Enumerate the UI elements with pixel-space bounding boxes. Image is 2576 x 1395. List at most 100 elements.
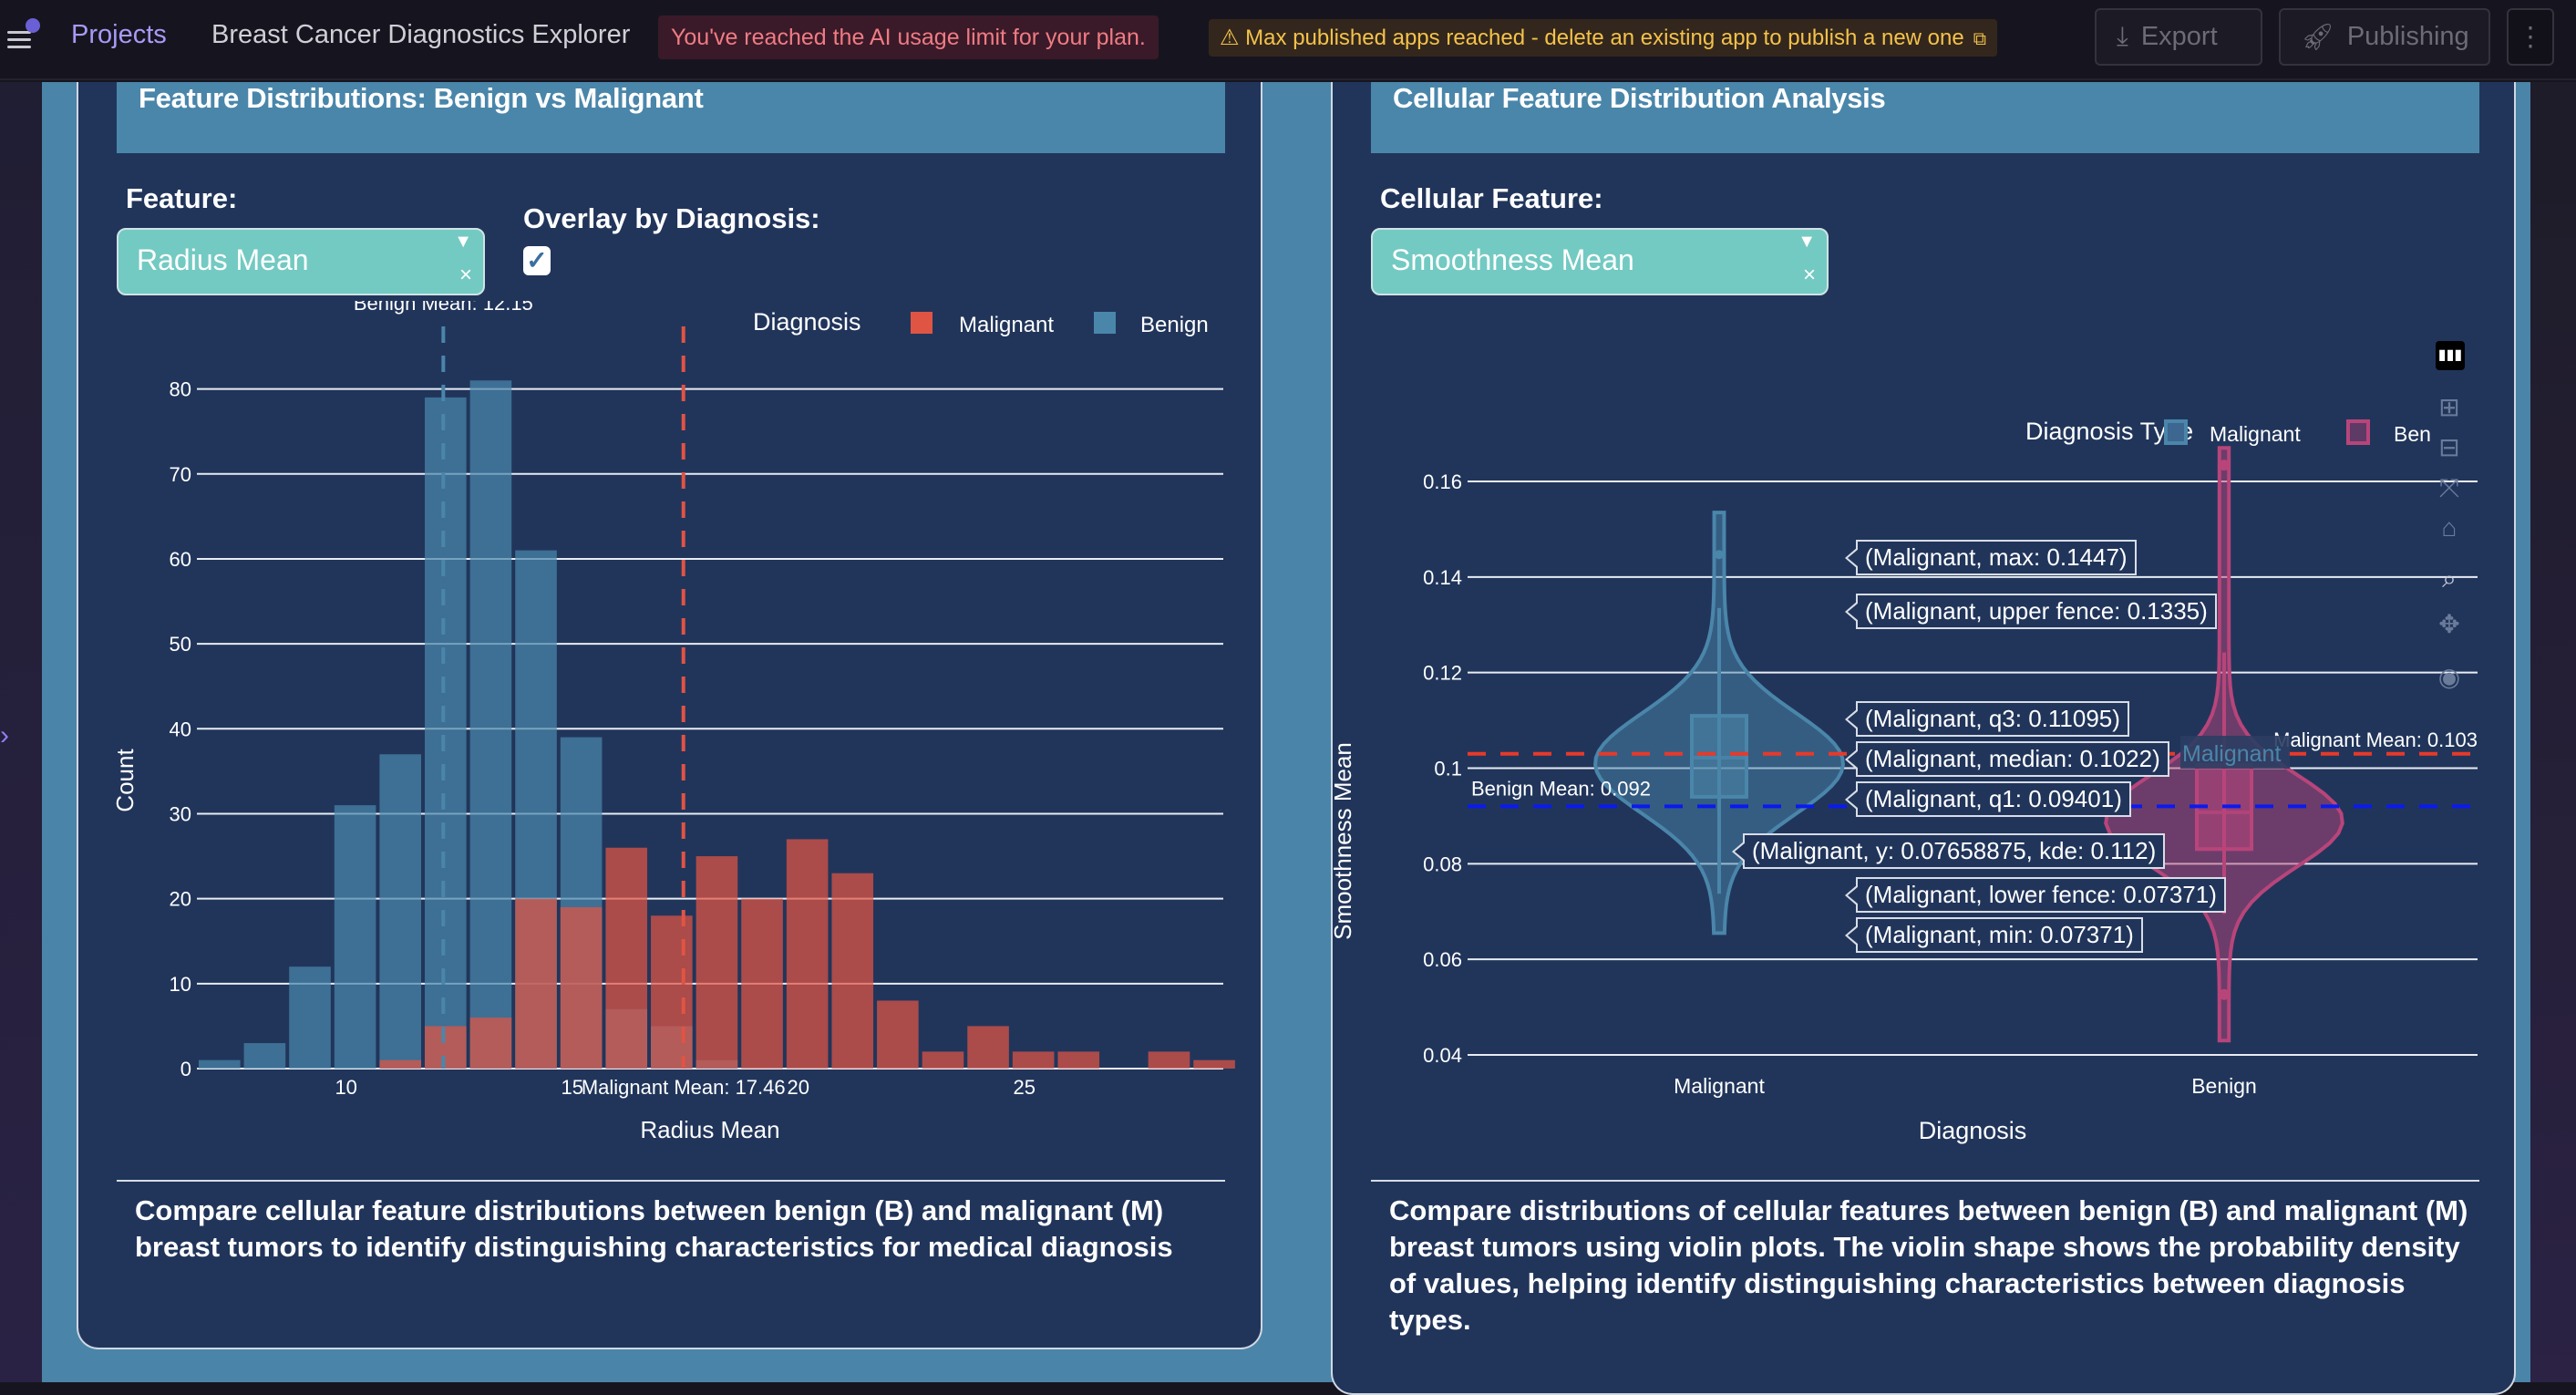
pan-icon[interactable]: ✥ [2438,610,2460,638]
ai-limit-notice: You've reached the AI usage limit for yo… [658,16,1159,59]
y-tick-label: 10 [170,973,191,996]
rocket-icon: 🚀︎ [2301,22,2334,52]
chart-description: Compare distributions of cellular featur… [1389,1194,2468,1336]
zoom-in-icon[interactable]: ⊞ [2438,393,2460,421]
histogram-bar-malignant [469,1018,512,1069]
download-icon: ⤓ [2117,22,2128,51]
legend-bg [716,301,1223,343]
y-tick-label: 0.04 [1423,1044,1462,1067]
legend-label-benign: Ben [2394,422,2431,446]
overlay-label: Overlay by Diagnosis: [523,202,820,234]
legend-label-benign: Benign [1140,313,1209,337]
cellular-feature-dropdown[interactable]: Smoothness Mean ▼ × [1371,228,1829,295]
more-icon: ⋮ [2517,23,2544,52]
legend-swatch-malignant [911,312,933,334]
histogram-bar-benign [199,1059,241,1069]
y-tick-label: 80 [170,378,191,401]
histogram-card: Feature Distributions: Benign vs Maligna… [77,82,1262,1349]
y-tick-label: 50 [170,633,191,656]
right-gutter [2530,82,2576,1382]
x-axis-title: Radius Mean [640,1116,779,1143]
plotly-logo-icon[interactable]: ▮▮▮ [2436,341,2465,370]
histogram-bar-malignant [1193,1059,1235,1069]
clear-icon[interactable]: × [1802,263,1816,287]
autoscale-icon[interactable]: ⤧ [2438,473,2460,501]
histogram-bar-malignant [1012,1051,1055,1069]
histogram-bar-malignant [560,906,603,1069]
dropdown-arrow-icon[interactable]: ▼ [454,232,472,252]
histogram-bar-benign [379,754,422,1069]
legend-swatch-benign [1094,312,1116,334]
y-tick-label: 70 [170,463,191,486]
histogram-bar-malignant [651,915,693,1069]
y-axis-title: Smoothness Mean [1333,742,1356,940]
expand-sidebar-icon[interactable]: › [0,720,9,750]
cellular-feature-label: Cellular Feature: [1380,182,1603,214]
histogram-bar-malignant [741,898,783,1069]
overlay-checkbox[interactable]: ✓ [523,246,551,275]
zoom-box-icon[interactable]: ⌕ [2442,564,2457,593]
legend: Diagnosis Malignant Benign [716,301,1223,343]
legend-swatch-benign [2346,419,2370,445]
y-tick-label: 60 [170,548,191,571]
export-label: Export [2140,22,2218,51]
export-button[interactable]: ⤓ Export [2095,8,2262,66]
y-axis-title: Count [111,749,139,812]
y-tick-label: 0.06 [1423,948,1462,971]
divider [117,1180,1225,1182]
publishing-button[interactable]: 🚀︎ Publishing [2279,8,2490,66]
notification-dot [26,18,40,33]
legend-label-malignant: Malignant [2210,422,2301,446]
hover-tooltip: (Malignant, median: 0.1022) [1845,741,2169,777]
more-options-button[interactable]: ⋮ [2507,8,2554,66]
histogram-bar-malignant [1057,1051,1100,1069]
hover-tooltip: (Malignant, y: 0.07658875, kde: 0.112) [1731,833,2166,869]
legend-title: Diagnosis [753,308,861,336]
y-tick-label: 0.08 [1423,852,1462,875]
malignant-mean-label: Malignant Mean: 0.103 [2273,728,2478,751]
checkmark-icon: ✓ [526,246,548,274]
histogram-bar-malignant [922,1051,964,1069]
publish-warning[interactable]: ⚠ Max published apps reached - delete an… [1209,19,1997,57]
malignant-mean-label: Malignant Mean: 17.46 [582,1076,786,1099]
clear-icon[interactable]: × [459,263,472,287]
histogram-bar-benign [334,805,376,1069]
top-bar: Projects Breast Cancer Diagnostics Explo… [0,0,2576,80]
histogram-bar-malignant [696,856,738,1069]
dropdown-arrow-icon[interactable]: ▼ [1798,232,1816,252]
publish-warning-text: ⚠ Max published apps reached - delete an… [1220,26,1964,50]
histogram-chart: 0 10 20 30 40 50 60 70 80 10 15 20 25 Benign Mean: 12… [111,301,1235,1143]
publishing-label: Publishing [2346,22,2469,51]
hover-category-bg [2180,735,2290,769]
y-tick-label: 0.12 [1423,662,1462,685]
histogram-bar-malignant [1148,1051,1190,1069]
camera-icon[interactable]: ◉ [2437,663,2461,691]
feature-value: Radius Mean [137,243,309,276]
x-tick-label: Benign [2191,1074,2257,1098]
x-tick-label: 15 [561,1076,582,1099]
y-tick-label: 0 [180,1058,191,1080]
external-link-icon[interactable]: ⧉ [1973,29,1986,49]
projects-link[interactable]: Projects [71,20,167,49]
reset-axes-icon[interactable]: ⌂ [2441,513,2458,542]
legend: Diagnosis Type Malignant Ben [2025,418,2431,446]
y-tick-label: 0.14 [1423,566,1462,589]
menu-icon[interactable] [5,18,40,55]
collapsed-sidebar: › [0,82,42,1382]
benign-mean-label: Benign Mean: 12.15 [354,301,533,315]
x-tick-label: 25 [1014,1076,1036,1099]
zoom-out-icon[interactable]: ⊟ [2438,433,2460,461]
legend-label-malignant: Malignant [959,313,1054,337]
y-tick-label: 40 [170,718,191,740]
x-tick-label: 10 [335,1076,356,1099]
feature-label: Feature: [126,182,238,214]
x-tick-label: Malignant [1674,1074,1765,1098]
feature-dropdown[interactable]: Radius Mean ▼ × [117,228,485,295]
hover-tooltip: (Malignant, upper fence: 0.1335) [1845,594,2217,629]
feature-value: Smoothness Mean [1391,243,1634,276]
histogram-bar-benign [469,380,512,1069]
histogram-bar-malignant [831,873,874,1069]
app-title: Breast Cancer Diagnostics Explorer [211,20,631,49]
outlier-point [2219,988,2230,1000]
y-tick-label: 0.16 [1423,470,1462,493]
